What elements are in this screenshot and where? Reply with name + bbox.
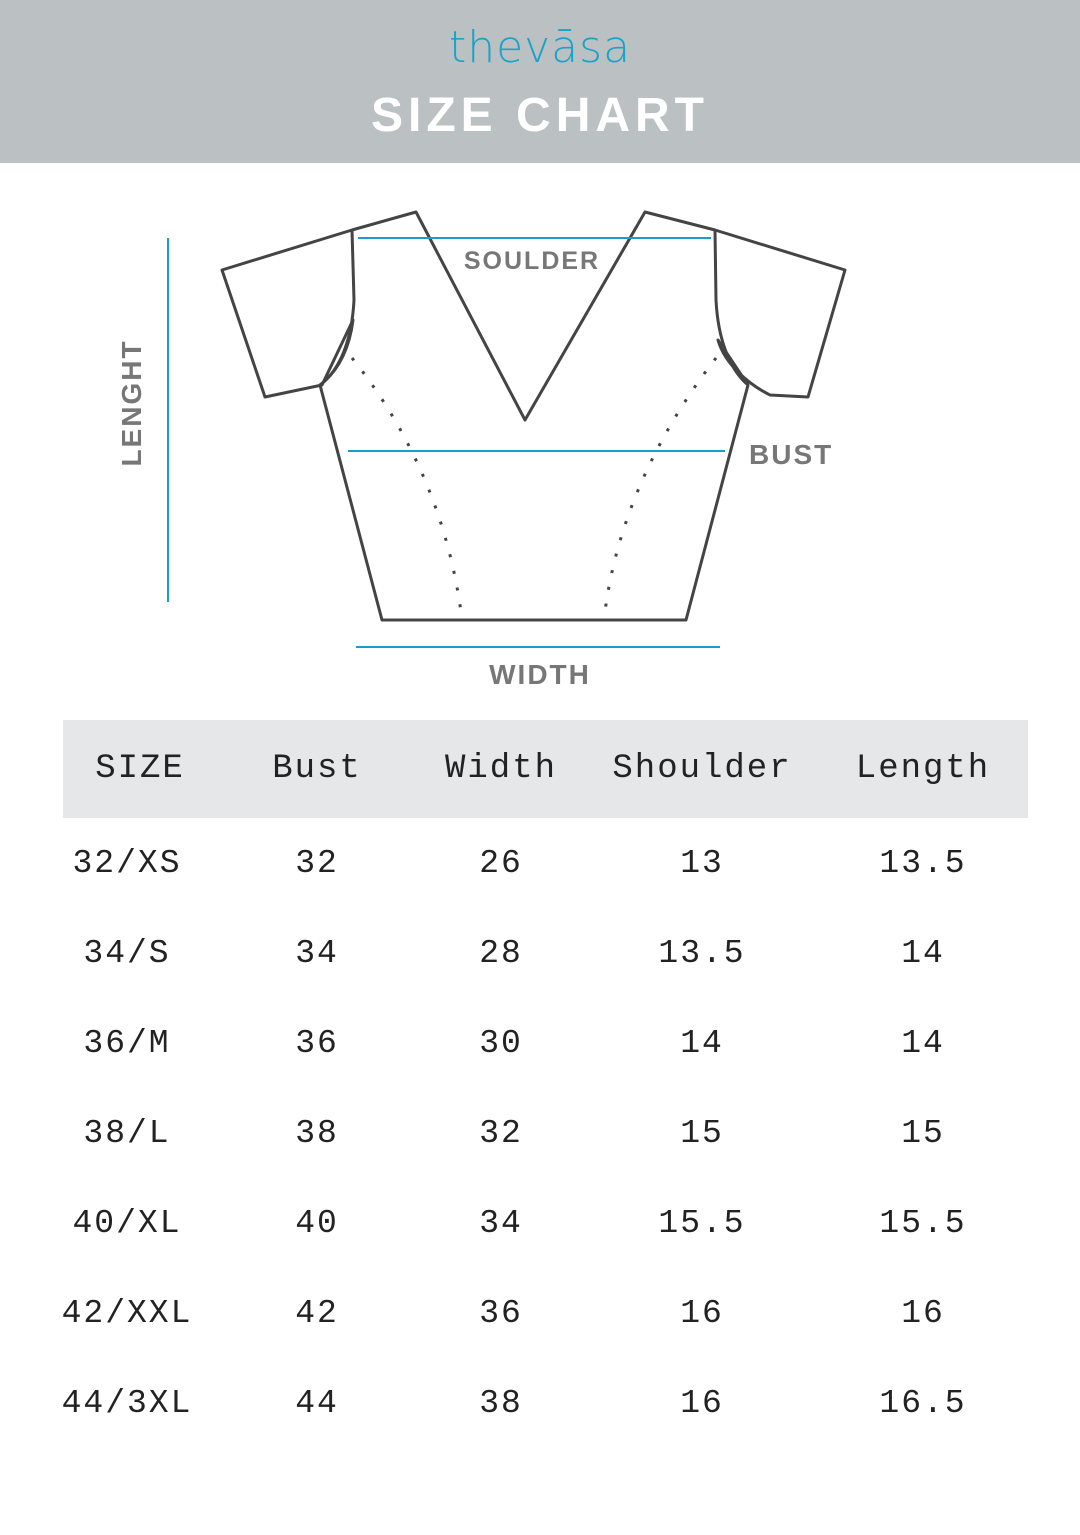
table-cell: 42 (295, 1294, 339, 1332)
table-cell: 42/XXL (61, 1294, 193, 1332)
left-armhole (319, 229, 356, 387)
shoulder-label: SOULDER (464, 247, 600, 275)
column-header: SIZE (95, 750, 185, 788)
table-cell: 36 (295, 1024, 339, 1062)
table-cell: 44 (295, 1384, 339, 1422)
column-header: Bust (272, 750, 362, 788)
table-cell: 13 (680, 844, 724, 882)
blouse-diagram: SOULDER BUST WIDTH LENGHT (116, 210, 847, 690)
table-row: 44/3XL 44 38 16 16.5 (61, 1358, 1028, 1448)
bust-label: BUST (749, 439, 833, 470)
right-armhole (713, 229, 749, 387)
table-cell: 13.5 (879, 844, 967, 882)
table-row: 42/XXL 42 36 16 16 (61, 1268, 1028, 1358)
left-dart (350, 357, 464, 621)
table-cell: 40 (295, 1204, 339, 1242)
table-cell: 32 (295, 844, 339, 882)
column-header: Shoulder (612, 750, 792, 788)
table-header-row: SIZE Bust Width Shoulder Length (63, 720, 1028, 818)
table-cell: 34/S (83, 934, 171, 972)
table-row: 38/L 38 32 15 15 (63, 1088, 1028, 1178)
table-cell: 16.5 (879, 1384, 967, 1422)
table-cell: 14 (901, 1024, 945, 1062)
size-table: SIZE Bust Width Shoulder Length 32/XS 32 2… (61, 720, 1028, 1448)
table-cell: 38 (479, 1384, 523, 1422)
table-cell: 26 (479, 844, 523, 882)
table-cell: 15.5 (879, 1204, 967, 1242)
table-cell: 32/XS (72, 844, 182, 882)
table-cell: 14 (680, 1024, 724, 1062)
column-header: Width (444, 750, 558, 788)
table-cell: 32 (479, 1114, 523, 1152)
table-cell: 14 (901, 934, 945, 972)
header-banner: thevāsa SIZE CHART (0, 0, 1080, 163)
table-cell: 13.5 (658, 934, 746, 972)
page-title: SIZE CHART (371, 89, 709, 142)
table-cell: 15.5 (658, 1204, 746, 1242)
table-cell: 34 (295, 934, 339, 972)
table-cell: 16 (680, 1294, 724, 1332)
table-cell: 34 (479, 1204, 523, 1242)
table-row: 36/M 36 30 14 14 (63, 998, 1028, 1088)
table-row: 32/XS 32 26 13 13.5 (63, 818, 1028, 908)
table-cell: 44/3XL (61, 1384, 193, 1422)
table-cell: 36 (479, 1294, 523, 1332)
table-cell: 15 (680, 1114, 724, 1152)
table-row: 34/S 34 28 13.5 14 (63, 908, 1028, 998)
width-label: WIDTH (489, 659, 591, 690)
table-cell: 28 (479, 934, 523, 972)
table-cell: 36/M (83, 1024, 171, 1062)
table-cell: 38 (295, 1114, 339, 1152)
table-cell: 16 (901, 1294, 945, 1332)
table-cell: 16 (680, 1384, 724, 1422)
table-cell: 30 (479, 1024, 523, 1062)
brand-logo: thevāsa (448, 22, 632, 73)
length-label: LENGHT (116, 339, 147, 466)
table-row: 40/XL 40 34 15.5 15.5 (63, 1178, 1028, 1268)
table-cell: 40/XL (72, 1204, 182, 1242)
right-dart (602, 357, 718, 621)
table-cell: 38/L (83, 1114, 171, 1152)
table-cell: 15 (901, 1114, 945, 1152)
column-header: Length (855, 750, 991, 788)
